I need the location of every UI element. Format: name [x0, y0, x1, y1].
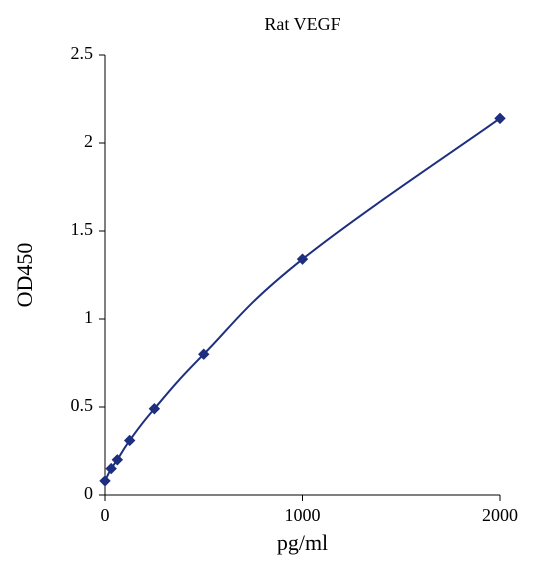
- y-tick-label: 0.5: [71, 395, 94, 415]
- x-tick-label: 0: [101, 505, 110, 525]
- y-tick-label: 2.5: [71, 43, 94, 63]
- x-tick-label: 2000: [482, 505, 518, 525]
- chart-container: 0 0.5 1 1.5 2 2.5 0 1000 2000 Rat VEGF pg/ml OD450: [0, 0, 555, 575]
- y-tick-label: 1.5: [71, 219, 94, 239]
- x-tick-label: 1000: [285, 505, 321, 525]
- y-axis-label: OD450: [12, 243, 37, 308]
- chart-svg: 0 0.5 1 1.5 2 2.5 0 1000 2000 Rat VEGF pg/ml OD450: [0, 0, 555, 575]
- y-tick-label: 2: [84, 131, 93, 151]
- x-axis-label: pg/ml: [277, 530, 328, 555]
- chart-title: Rat VEGF: [264, 14, 340, 34]
- y-tick-label: 1: [84, 307, 93, 327]
- y-tick-label: 0: [84, 483, 93, 503]
